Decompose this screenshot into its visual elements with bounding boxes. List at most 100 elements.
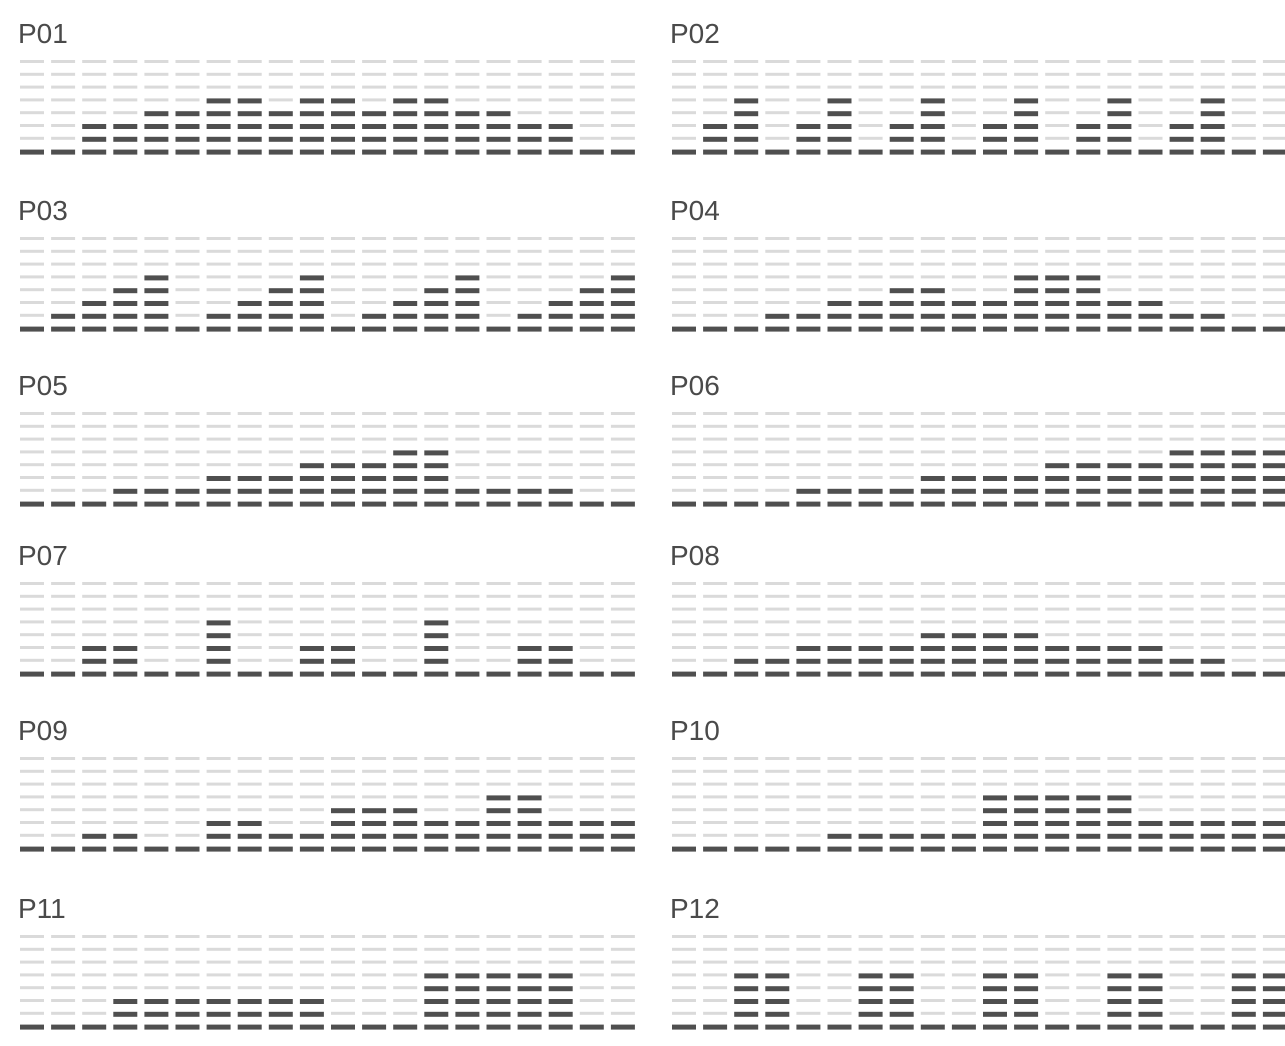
inactive-segment [579,999,604,1002]
bar-column [1262,237,1285,332]
inactive-segment [517,757,542,760]
segmented-bar-chart [20,757,635,852]
inactive-segment [703,808,728,812]
inactive-segment [983,111,1007,115]
active-segment [610,1024,635,1030]
inactive-segment [82,821,107,824]
inactive-segment [51,986,76,990]
inactive-segment [610,98,635,102]
inactive-segment [983,960,1007,964]
inactive-segment [486,450,511,454]
inactive-segment [237,960,262,964]
active-segment [1014,1024,1039,1030]
inactive-segment [393,60,418,63]
active-segment [1200,671,1225,677]
inactive-segment [51,72,76,76]
inactive-segment [1231,124,1256,127]
inactive-segment [362,658,387,662]
inactive-segment [455,795,480,799]
inactive-segment [237,424,262,428]
inactive-segment [1262,288,1285,292]
inactive-segment [1262,424,1285,428]
active-segment [362,501,387,507]
active-segment [548,301,573,306]
inactive-segment [237,973,262,977]
active-segment [889,671,914,677]
inactive-segment [703,288,728,292]
inactive-segment [827,607,852,611]
inactive-segment [1138,935,1163,938]
inactive-segment [144,60,169,63]
inactive-segment [393,85,418,89]
inactive-segment [268,973,293,977]
bar-column [983,582,1007,677]
inactive-segment [113,85,138,89]
inactive-segment [113,72,138,76]
bar-column [299,412,324,507]
inactive-segment [1231,237,1256,240]
inactive-segment [175,757,200,760]
active-segment [113,124,138,129]
inactive-segment [703,973,728,977]
inactive-segment [237,582,262,585]
inactive-segment [889,424,914,428]
inactive-segment [1076,757,1101,760]
inactive-segment [51,424,76,428]
inactive-segment [610,607,635,611]
inactive-segment [951,620,976,624]
active-segment [1014,275,1039,281]
inactive-segment [1107,237,1132,240]
active-segment [920,124,945,129]
inactive-segment [858,136,883,140]
active-segment [299,313,324,319]
inactive-segment [1138,782,1163,786]
inactive-segment [362,646,387,649]
active-segment [920,833,945,839]
inactive-segment [1138,795,1163,799]
inactive-segment [268,935,293,938]
inactive-segment [331,262,355,266]
active-segment [1262,986,1285,992]
inactive-segment [486,85,511,89]
inactive-segment [113,821,138,824]
inactive-segment [331,947,355,951]
active-segment [983,973,1007,979]
inactive-segment [610,85,635,89]
inactive-segment [765,757,790,760]
inactive-segment [51,607,76,611]
inactive-segment [1262,313,1285,317]
active-segment [486,149,511,155]
inactive-segment [237,463,262,467]
inactive-segment [206,450,231,454]
bar-column [1138,412,1163,507]
inactive-segment [486,463,511,467]
active-segment [858,149,883,155]
inactive-segment [237,607,262,611]
inactive-segment [331,249,355,253]
inactive-segment [610,476,635,479]
active-segment [1076,501,1101,507]
bar-column [1107,412,1132,507]
active-segment [1107,1024,1132,1030]
inactive-segment [734,757,759,760]
bar-column [548,757,573,852]
active-segment [517,671,542,677]
active-segment [299,476,324,481]
inactive-segment [983,412,1007,415]
inactive-segment [579,412,604,415]
inactive-segment [1076,986,1101,990]
inactive-segment [517,412,542,415]
inactive-segment [827,594,852,598]
inactive-segment [1200,582,1225,585]
bar-column [82,582,107,677]
active-segment [796,326,821,332]
inactive-segment [299,757,324,760]
inactive-segment [362,947,387,951]
inactive-segment [175,262,200,266]
active-segment [983,1024,1007,1030]
inactive-segment [765,301,790,304]
inactive-segment [920,947,945,951]
inactive-segment [1076,412,1101,415]
inactive-segment [82,960,107,964]
inactive-segment [393,973,418,977]
